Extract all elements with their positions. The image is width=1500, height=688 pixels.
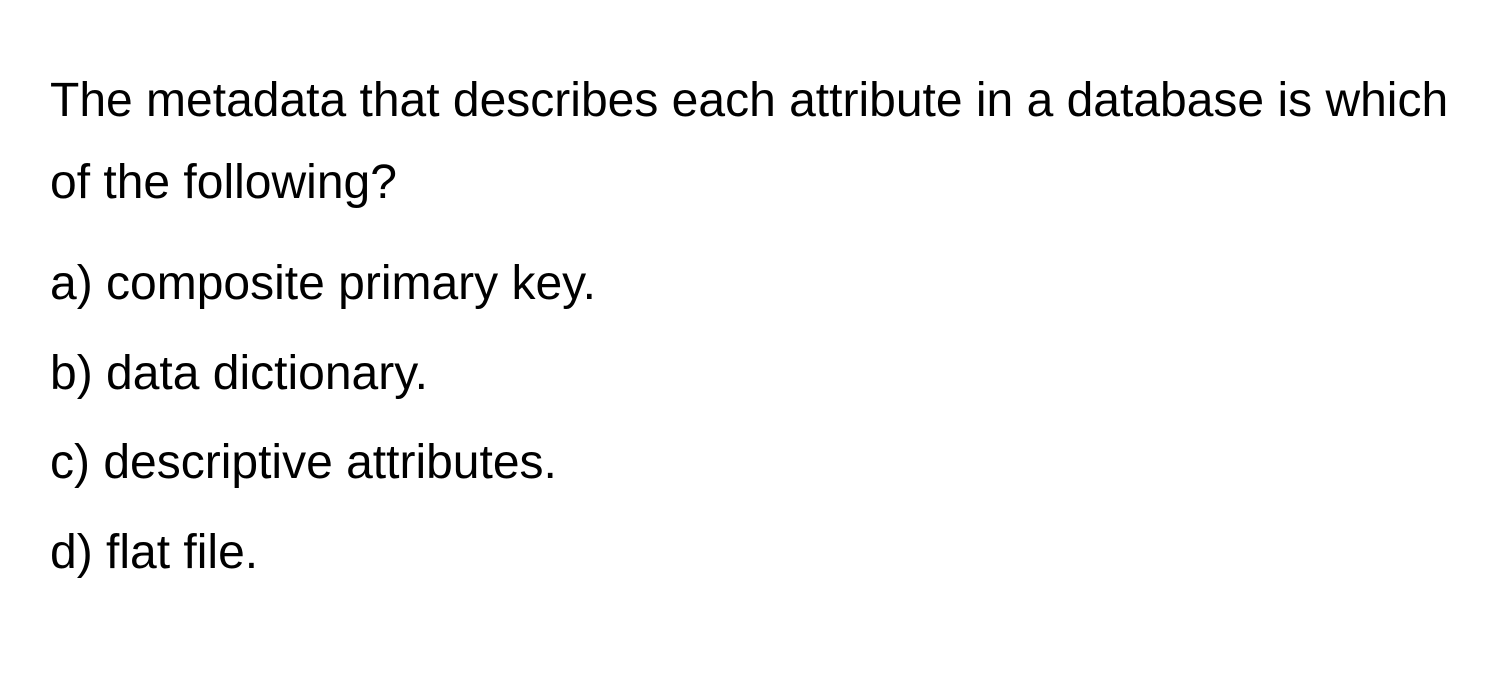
option-b: b) data dictionary. — [50, 333, 1450, 415]
option-c-label: c) — [50, 436, 90, 489]
option-a: a) composite primary key. — [50, 243, 1450, 325]
option-a-label: a) — [50, 257, 93, 310]
question-container: The metadata that describes each attribu… — [50, 60, 1450, 594]
option-a-text: composite primary key. — [106, 257, 596, 310]
option-b-text: data dictionary. — [106, 347, 428, 400]
option-d-text: flat file. — [106, 526, 258, 579]
option-d-label: d) — [50, 526, 93, 579]
option-b-label: b) — [50, 347, 93, 400]
option-c-text: descriptive attributes. — [103, 436, 557, 489]
option-c: c) descriptive attributes. — [50, 422, 1450, 504]
option-d: d) flat file. — [50, 512, 1450, 594]
question-text: The metadata that describes each attribu… — [50, 60, 1450, 223]
